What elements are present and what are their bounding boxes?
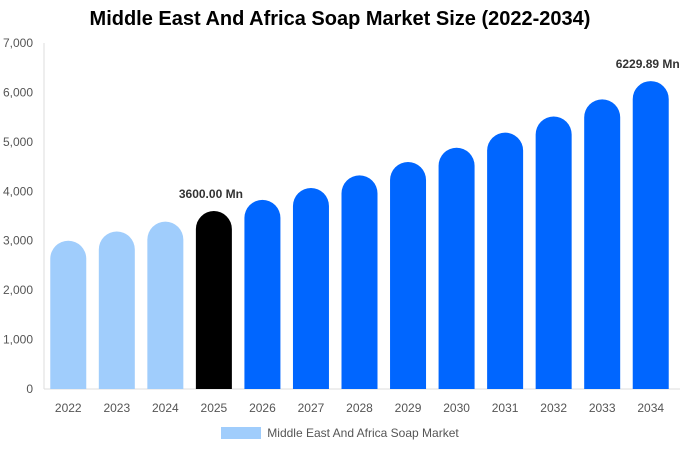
x-tick-label: 2031 [492, 401, 519, 415]
y-tick-label: 7,000 [3, 36, 33, 50]
y-tick-label: 1,000 [3, 333, 33, 347]
bar-2026 [244, 199, 281, 389]
y-tick-label: 4,000 [3, 184, 33, 198]
y-tick-label: 3,000 [3, 234, 33, 248]
x-tick-label: 2029 [395, 401, 422, 415]
bar-2025 [195, 211, 232, 389]
bar-2022 [50, 240, 87, 389]
data-label-2025: 3600.00 Mn [179, 187, 243, 201]
x-tick-label: 2033 [589, 401, 616, 415]
bar-2030 [438, 147, 475, 389]
chart-title: Middle East And Africa Soap Market Size … [89, 8, 591, 30]
bar-2032 [535, 116, 572, 389]
x-tick-label: 2032 [540, 401, 567, 415]
y-tick-label: 5,000 [3, 135, 33, 149]
y-tick-label: 2,000 [3, 283, 33, 297]
bar-2024 [147, 221, 184, 389]
legend[interactable]: Middle East And Africa Soap Market [0, 426, 680, 440]
bar-2031 [487, 132, 524, 390]
y-tick-label: 0 [26, 382, 33, 396]
legend-label: Middle East And Africa Soap Market [267, 426, 459, 440]
bar-2027 [292, 188, 329, 389]
y-tick-label: 6,000 [3, 85, 33, 99]
x-tick-label: 2030 [443, 401, 470, 415]
bar-2033 [584, 99, 621, 389]
bar-2034 [632, 81, 669, 390]
x-tick-label: 2025 [201, 401, 228, 415]
x-tick-label: 2024 [152, 401, 179, 415]
x-tick-label: 2023 [103, 401, 130, 415]
x-tick-label: 2026 [249, 401, 276, 415]
x-tick-label: 2028 [346, 401, 373, 415]
bar-2029 [390, 161, 427, 389]
x-tick-label: 2034 [637, 401, 664, 415]
data-label-2034: 6229.89 Mn [616, 57, 680, 71]
legend-swatch [221, 427, 262, 439]
x-tick-label: 2027 [298, 401, 325, 415]
bar-2028 [341, 175, 378, 389]
x-tick-label: 2022 [55, 401, 82, 415]
bar-2023 [98, 231, 135, 389]
